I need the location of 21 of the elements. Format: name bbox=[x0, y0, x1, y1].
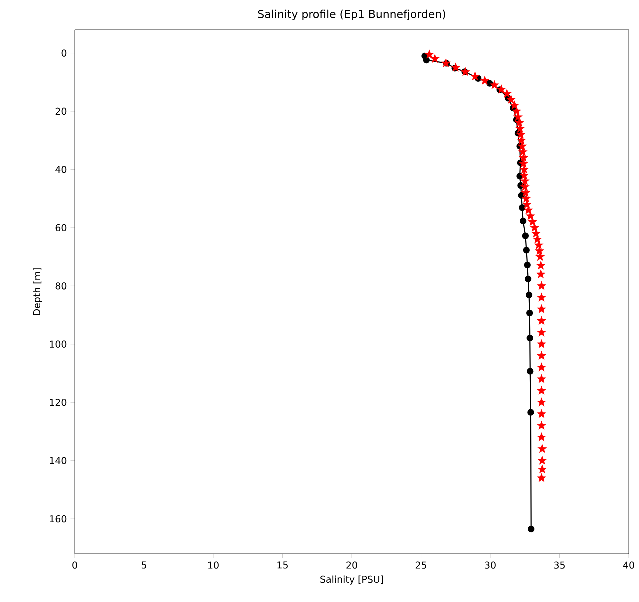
y-tick-label: 0 bbox=[62, 50, 67, 57]
x-tick-label: 5 bbox=[142, 562, 146, 569]
x-tick-label: 35 bbox=[554, 562, 565, 569]
y-tick-label: 80 bbox=[56, 282, 67, 290]
y-tick-label: 60 bbox=[56, 224, 67, 232]
y-tick-label: 40 bbox=[56, 166, 67, 174]
y-tick-label: 100 bbox=[50, 340, 67, 348]
x-tick-label: 0 bbox=[72, 562, 78, 569]
y-tick-label: 160 bbox=[50, 515, 67, 523]
x-axis-title: Salinity [PSU] bbox=[320, 576, 384, 585]
x-tick-label: 30 bbox=[485, 562, 496, 569]
x-tick-label: 40 bbox=[623, 562, 634, 569]
x-tick-label: 25 bbox=[416, 562, 426, 569]
y-tick-label: 140 bbox=[50, 457, 67, 464]
x-tick-label: 20 bbox=[346, 562, 358, 569]
y-axis-title: Depth [m] bbox=[33, 268, 42, 316]
x-tick-label: 10 bbox=[208, 562, 219, 569]
x-tick-label: 15 bbox=[278, 562, 288, 569]
y-tick-label: 20 bbox=[56, 108, 67, 116]
chart-title: Salinity profile (Ep1 Bunnefjorden) bbox=[258, 10, 446, 20]
y-tick-label: 120 bbox=[50, 399, 67, 406]
